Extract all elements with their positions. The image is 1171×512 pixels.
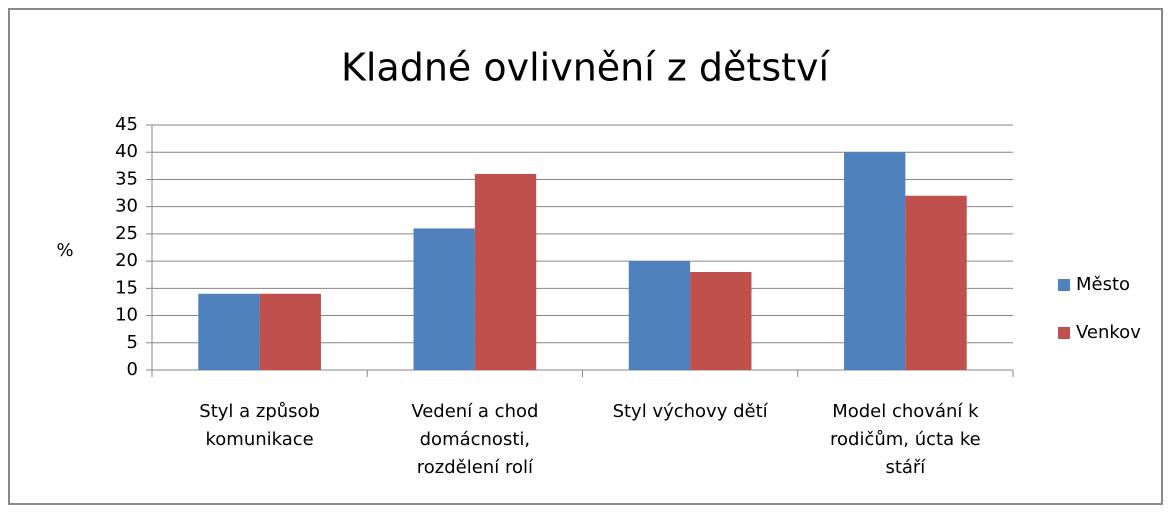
bar [198, 293, 260, 370]
bar [413, 228, 475, 370]
bar [844, 152, 906, 370]
legend-label: Venkov [1076, 322, 1141, 343]
legend-swatch [1058, 279, 1070, 291]
y-tick-label: 45 [115, 114, 138, 135]
y-tick-label: 20 [115, 250, 138, 271]
x-tick-label: Model chování k rodičům, úcta ke stáří [830, 401, 981, 478]
bar [690, 272, 752, 370]
legend-label: Město [1076, 274, 1130, 295]
legend-swatch [1058, 327, 1070, 339]
y-axis-label: % [56, 240, 73, 261]
x-tick-label: Styl výchovy dětí [612, 401, 768, 422]
y-tick-label: 0 [127, 359, 138, 380]
y-tick-label: 35 [115, 168, 138, 189]
y-tick-label: 10 [115, 305, 138, 326]
y-tick-label: 5 [127, 332, 138, 353]
chart-title: Kladné ovlivnění z dětství [341, 46, 831, 90]
bar [628, 261, 691, 370]
chart-border [8, 8, 1163, 505]
x-tick-label: Vedení a chod domácnosti, rozdělení rolí [411, 401, 539, 478]
bar [259, 293, 321, 370]
x-tick-label: Styl a způsob komunikace [199, 401, 320, 450]
y-tick-label: 15 [115, 277, 138, 298]
y-tick-label: 25 [115, 223, 138, 244]
y-tick-label: 30 [115, 196, 138, 217]
bar [474, 174, 537, 370]
bar [905, 195, 967, 370]
y-tick-label: 40 [115, 141, 138, 162]
